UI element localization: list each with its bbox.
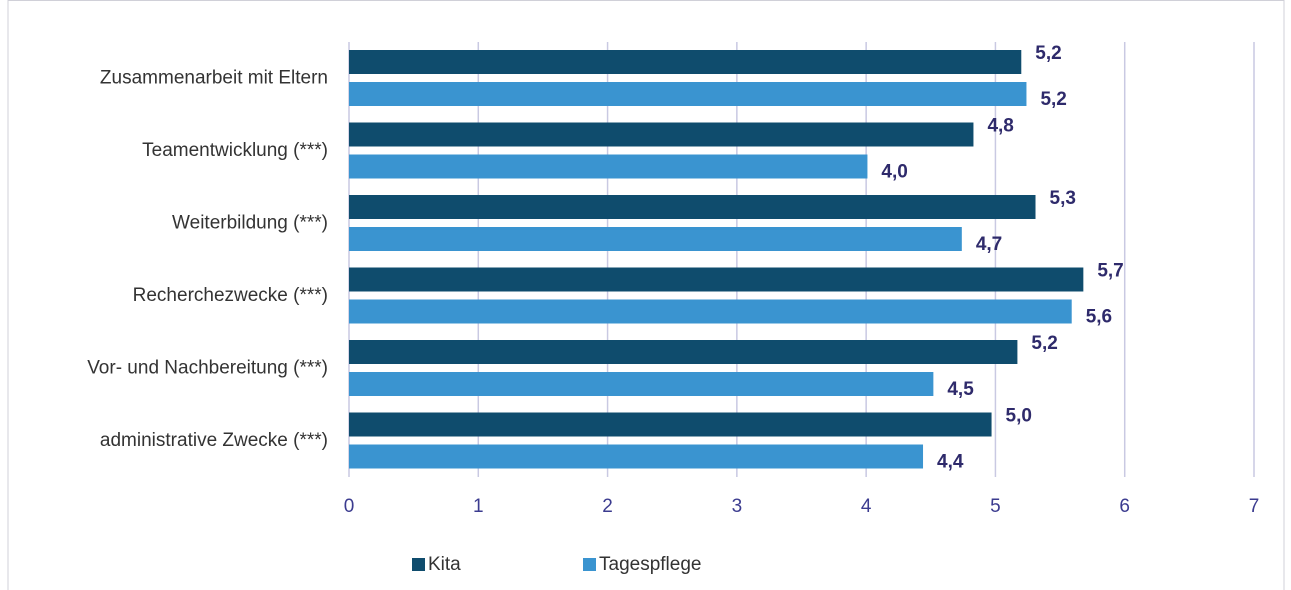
data-label: 5,2 xyxy=(1035,43,1061,64)
chart-frame xyxy=(7,0,1285,590)
bar xyxy=(349,444,924,469)
bar xyxy=(349,195,1036,219)
data-label: 5,7 xyxy=(1097,261,1123,282)
bar xyxy=(349,227,962,251)
data-label: 4,8 xyxy=(987,116,1013,137)
legend-label: Kita xyxy=(428,554,461,575)
data-label: 4,7 xyxy=(976,234,1002,255)
category-label: Teamentwicklung (***) xyxy=(142,140,328,161)
legend-swatch xyxy=(583,558,596,571)
data-label: 5,3 xyxy=(1050,188,1076,209)
x-tick-label: 0 xyxy=(344,496,355,517)
legend-label: Tagespflege xyxy=(599,554,701,575)
data-label: 5,6 xyxy=(1086,307,1112,328)
bar xyxy=(349,50,1022,74)
x-tick-label: 1 xyxy=(473,496,484,517)
bar xyxy=(349,372,934,396)
x-tick-label: 7 xyxy=(1249,496,1260,517)
category-label: Weiterbildung (***) xyxy=(172,212,328,233)
bar xyxy=(349,267,1084,292)
x-tick-label: 2 xyxy=(602,496,613,517)
data-label: 5,2 xyxy=(1031,333,1057,354)
data-label: 4,4 xyxy=(937,452,964,473)
x-tick-label: 4 xyxy=(861,496,872,517)
data-label: 5,2 xyxy=(1040,89,1066,110)
category-label: Recherchezwecke (***) xyxy=(133,285,328,306)
legend-swatch xyxy=(412,558,425,571)
bar xyxy=(349,122,974,147)
data-label: 4,0 xyxy=(881,162,907,183)
category-label: administrative Zwecke (***) xyxy=(100,430,328,451)
bar xyxy=(349,412,992,437)
x-tick-label: 3 xyxy=(732,496,743,517)
data-label: 5,0 xyxy=(1006,406,1032,427)
x-tick-label: 5 xyxy=(990,496,1001,517)
bar xyxy=(349,299,1072,324)
x-tick-label: 6 xyxy=(1119,496,1130,517)
category-label: Zusammenarbeit mit Eltern xyxy=(100,67,328,88)
bar xyxy=(349,340,1018,364)
bar xyxy=(349,154,868,179)
data-label: 4,5 xyxy=(947,379,974,400)
category-label: Vor- und Nachbereitung (***) xyxy=(87,357,328,378)
bar xyxy=(349,82,1027,106)
